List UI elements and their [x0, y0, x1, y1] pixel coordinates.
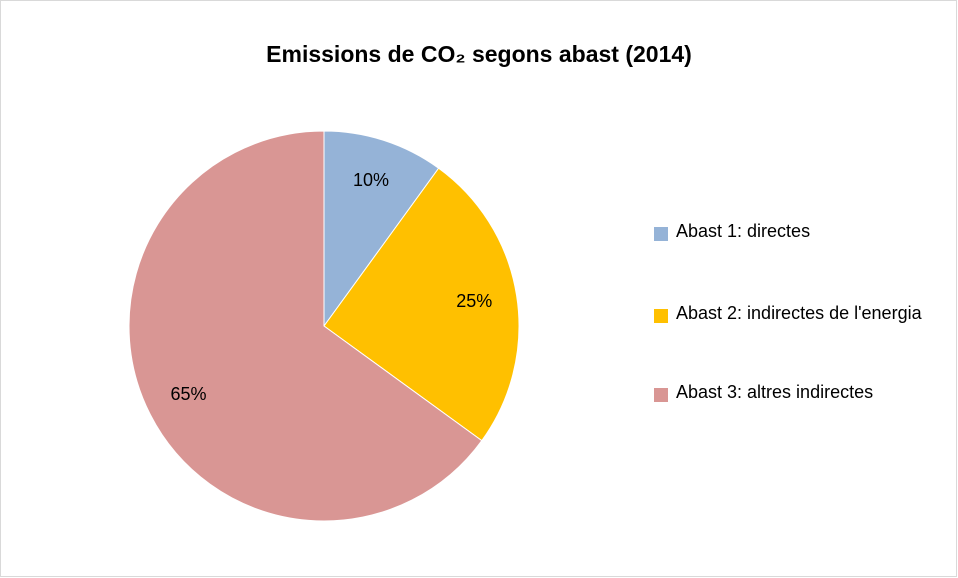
legend-label: Abast 1: directes — [676, 221, 811, 241]
data-label: 25% — [456, 291, 492, 311]
legend-swatch — [654, 309, 668, 323]
pie-slice — [323, 167, 520, 442]
legend-item: Abast 3: altres indirectes — [654, 382, 944, 407]
data-label: 10% — [353, 170, 389, 190]
legend-item: Abast 2: indirectes de l'energia — [654, 303, 944, 328]
chart-title: Emissions de CO₂ segons abast (2014) — [266, 41, 692, 67]
legend-swatch — [654, 227, 668, 241]
data-label: 65% — [170, 384, 206, 404]
legend-label: Abast 3: altres indirectes — [676, 382, 874, 402]
pie-slice — [128, 130, 483, 522]
legend-label: Abast 2: indirectes de l'energia — [676, 303, 922, 323]
pie-slice — [323, 130, 440, 328]
legend-item: Abast 1: directes — [654, 221, 944, 246]
legend-swatch — [654, 388, 668, 402]
